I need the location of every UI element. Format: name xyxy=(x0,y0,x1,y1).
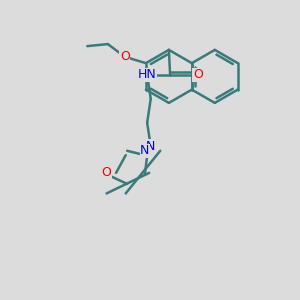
Text: N: N xyxy=(140,144,149,157)
Text: HN: HN xyxy=(138,68,157,81)
Text: O: O xyxy=(102,167,112,179)
Text: N: N xyxy=(146,140,155,153)
Text: O: O xyxy=(120,50,130,63)
Text: O: O xyxy=(193,68,203,81)
